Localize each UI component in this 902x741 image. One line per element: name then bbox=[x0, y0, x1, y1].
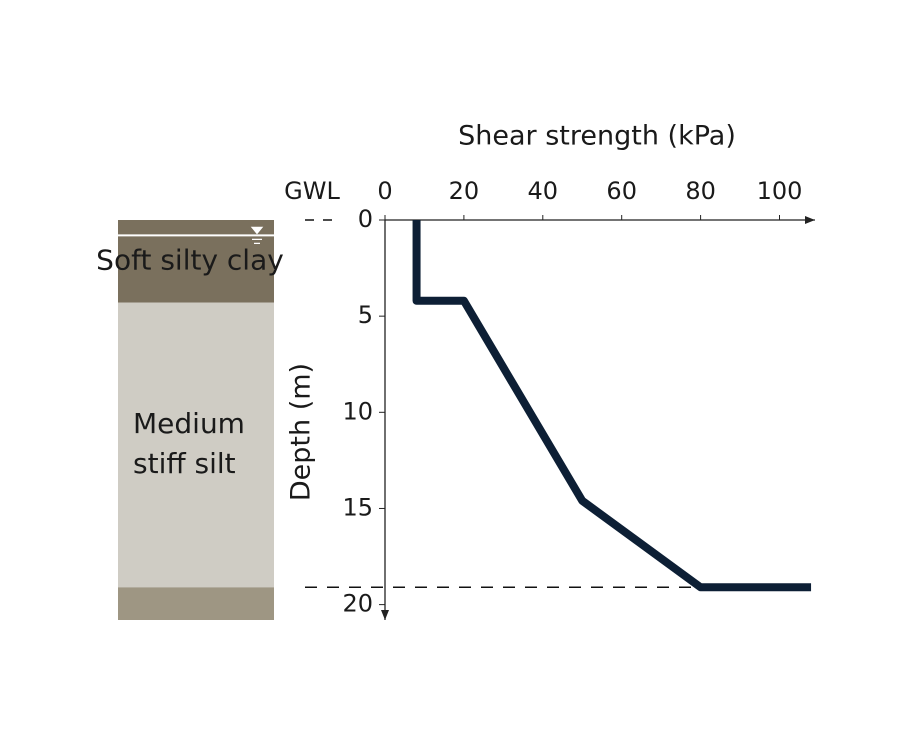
x-arrow bbox=[805, 216, 815, 224]
x-axis-title: Shear strength (kPa) bbox=[458, 121, 736, 152]
y-arrow bbox=[381, 610, 389, 620]
y-tick-label: 15 bbox=[342, 493, 373, 521]
x-tick-label: 20 bbox=[449, 177, 480, 205]
y-tick-label: 10 bbox=[342, 397, 373, 425]
x-tick-label: 0 bbox=[377, 177, 392, 205]
gwl-label: GWL bbox=[284, 177, 340, 205]
soil-layer bbox=[118, 302, 274, 588]
layer-label: Medium bbox=[133, 407, 245, 440]
y-axis-title: Depth (m) bbox=[286, 363, 317, 501]
gwl-symbol bbox=[250, 226, 264, 244]
layer-label: stiff silt bbox=[133, 447, 236, 480]
layer-label: Soft silty clay bbox=[96, 243, 284, 276]
x-tick-label: 80 bbox=[685, 177, 716, 205]
x-tick-label: 40 bbox=[528, 177, 559, 205]
strength-line bbox=[412, 220, 812, 592]
y-tick-label: 0 bbox=[358, 205, 373, 233]
y-tick-label: 5 bbox=[358, 301, 373, 329]
x-tick-label: 100 bbox=[757, 177, 803, 205]
soil-layer bbox=[118, 587, 274, 620]
y-tick-label: 20 bbox=[342, 590, 373, 618]
soil-layer bbox=[118, 220, 274, 303]
x-tick-label: 60 bbox=[606, 177, 637, 205]
